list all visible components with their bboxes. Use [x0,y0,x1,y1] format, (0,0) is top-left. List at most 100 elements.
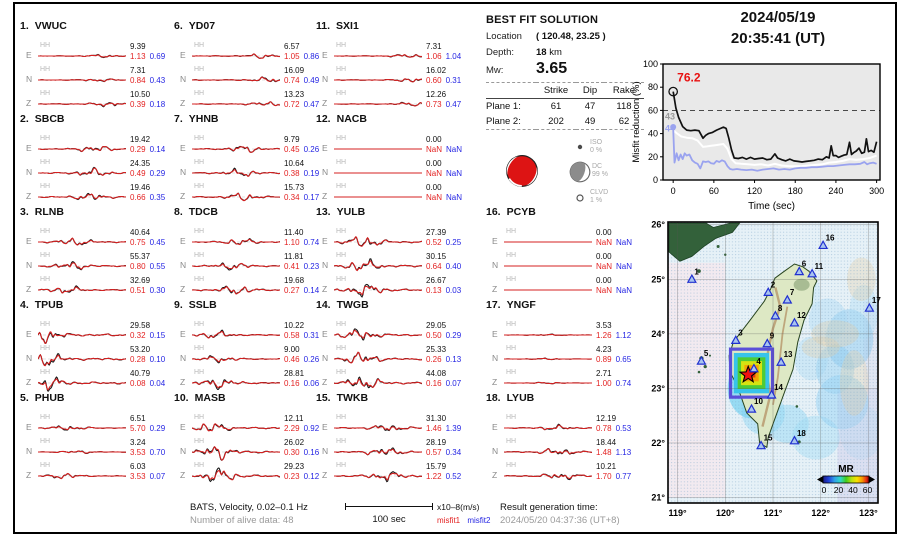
channel-location-code: HH [194,438,205,445]
misfit1-value: 0.73 [426,99,442,109]
amplitude-value: 7.31 [426,42,442,51]
amplitude-value: 12.11 [284,414,304,423]
amplitude-value: 3.53 [596,321,612,330]
station-block: 15. TWKB E HH 31.30 1.46 1.39 N HH 28.19 0.57 0.34 Z… [316,392,468,485]
channel-location-code: HH [336,438,347,445]
channel-location-code: HH [194,252,205,259]
channel-row: N HH 25.33 0.26 0.13 [316,344,468,368]
misfit-values: NaN NaN [596,286,638,296]
misfit-values: 0.46 0.26 [284,355,326,365]
svg-text:43: 43 [665,112,675,122]
waveform-trace [38,53,126,59]
misfit-values: 1.46 1.39 [426,424,468,434]
plane1-label: Plane 1: [486,101,521,112]
waveform-trace [38,78,126,83]
channel-values: 9.00 0.46 0.26 [284,345,326,364]
channel-row: Z HH 40.79 0.08 0.04 [20,368,172,392]
misfit1-value: 0.80 [130,261,146,271]
channel-values: 27.39 0.52 0.25 [426,228,468,247]
channel-row: N HH 30.15 0.64 0.40 [316,251,468,275]
channel-letter: N [180,446,187,456]
mw-value: 3.65 [536,60,568,77]
channel-values: 0.00 NaN NaN [426,135,468,154]
station-triangle-icon [766,389,777,399]
station-map-number: 3 [738,328,743,337]
channel-letter: N [26,74,33,84]
svg-text:Misfit reduction (%): Misfit reduction (%) [631,81,642,162]
misfit-values: 1.10 0.74 [284,238,326,248]
channel-letter: Z [180,377,186,387]
misfit2-value: 0.10 [149,354,166,364]
misfit-values: 0.34 0.17 [284,193,326,203]
misfit1-value: 0.84 [130,75,146,85]
station-header: 11. SXI1 [316,20,468,41]
misfit2-value: 0.23 [303,261,320,271]
misfit2-value: NaN [446,168,463,178]
station-code: TWKB [336,392,369,404]
channel-row: Z HH 12.26 0.73 0.47 [316,89,468,113]
focal-mechanism-beachball-icon [506,155,538,187]
svg-text:MR: MR [838,464,854,475]
station-block: 11. SXI1 E HH 7.31 1.06 1.04 N HH 16.02 0.60 0.31 Z H… [316,20,468,113]
misfit-values: 0.66 0.35 [130,193,172,203]
misfit2-value: 0.70 [149,447,166,457]
channel-letter: Z [492,284,498,294]
misfit-values: 0.52 0.25 [426,238,468,248]
channel-row: E HH 40.64 0.75 0.45 [20,227,172,251]
channel-row: N HH 3.24 3.53 0.70 [20,437,172,461]
amplitude-value: 9.00 [284,345,300,354]
channel-location-code: HH [194,159,205,166]
channel-row: N HH 0.00 NaN NaN [486,251,638,275]
mr-colorbar-legend: MR 0 20 40 60 [817,464,875,495]
alive-data-count: Number of alive data: 48 [190,515,294,526]
misfit2-value: 0.31 [303,330,320,340]
misfit2-value: 1.13 [615,447,632,457]
waveform-trace [38,261,126,271]
channel-values: 16.09 0.74 0.49 [284,66,326,85]
channel-values: 11.40 1.10 0.74 [284,228,326,247]
amplitude-value: 29.58 [130,321,151,330]
channel-location-code: HH [506,369,517,376]
channel-row: E HH 31.30 1.46 1.39 [316,413,468,437]
station-triangle-icon [818,240,829,250]
station-code: VWUC [34,20,67,32]
channel-letter: Z [322,377,328,387]
channel-letter: N [322,260,329,270]
station-triangle-icon [782,294,793,304]
waveform-trace [334,196,422,198]
channel-row: Z HH 10.21 1.70 0.77 [486,461,638,485]
channel-location-code: HH [336,42,347,49]
channel-location-code: HH [40,183,51,190]
station-code: TWGB [336,299,369,311]
misfit-values: 0.80 0.55 [130,262,172,272]
misfit-values: NaN NaN [426,193,468,203]
station-header: 6. YD07 [174,20,326,41]
svg-text:20: 20 [648,152,658,162]
channel-letter: Z [26,470,32,480]
svg-text:60: 60 [863,485,873,495]
misfit-values: 0.50 0.29 [426,331,468,341]
station-number: 14. [316,299,331,311]
waveform-trace [192,285,280,295]
station-header: 14. TWGB [316,299,468,320]
waveform-trace [192,53,280,59]
map-layers [668,222,878,503]
plane2-rake: 62 [604,114,644,130]
plane1-dip: 47 [584,101,596,112]
waveform-trace [38,376,126,392]
channel-values: 0.00 NaN NaN [596,228,638,247]
channel-letter: E [322,329,328,339]
channel-letter: N [26,446,33,456]
station-header: 16. PCYB [486,206,638,227]
channel-values: 10.64 0.38 0.19 [284,159,326,178]
misfit1-value: NaN [426,168,443,178]
misfit-values: 0.75 0.45 [130,238,172,248]
waveform-column-1: 1. VWUC E HH 9.39 1.13 0.69 N HH 7.31 0.84 0.43 Z HH 1… [20,20,172,485]
best-fit-solution-panel: BEST FIT SOLUTION Location ( 120.48, 23.… [486,14,652,215]
svg-text:40: 40 [848,485,858,495]
waveform-trace [504,357,592,361]
channel-letter: N [322,446,329,456]
channel-values: 15.73 0.34 0.17 [284,183,326,202]
solution-title: BEST FIT SOLUTION [486,14,599,26]
